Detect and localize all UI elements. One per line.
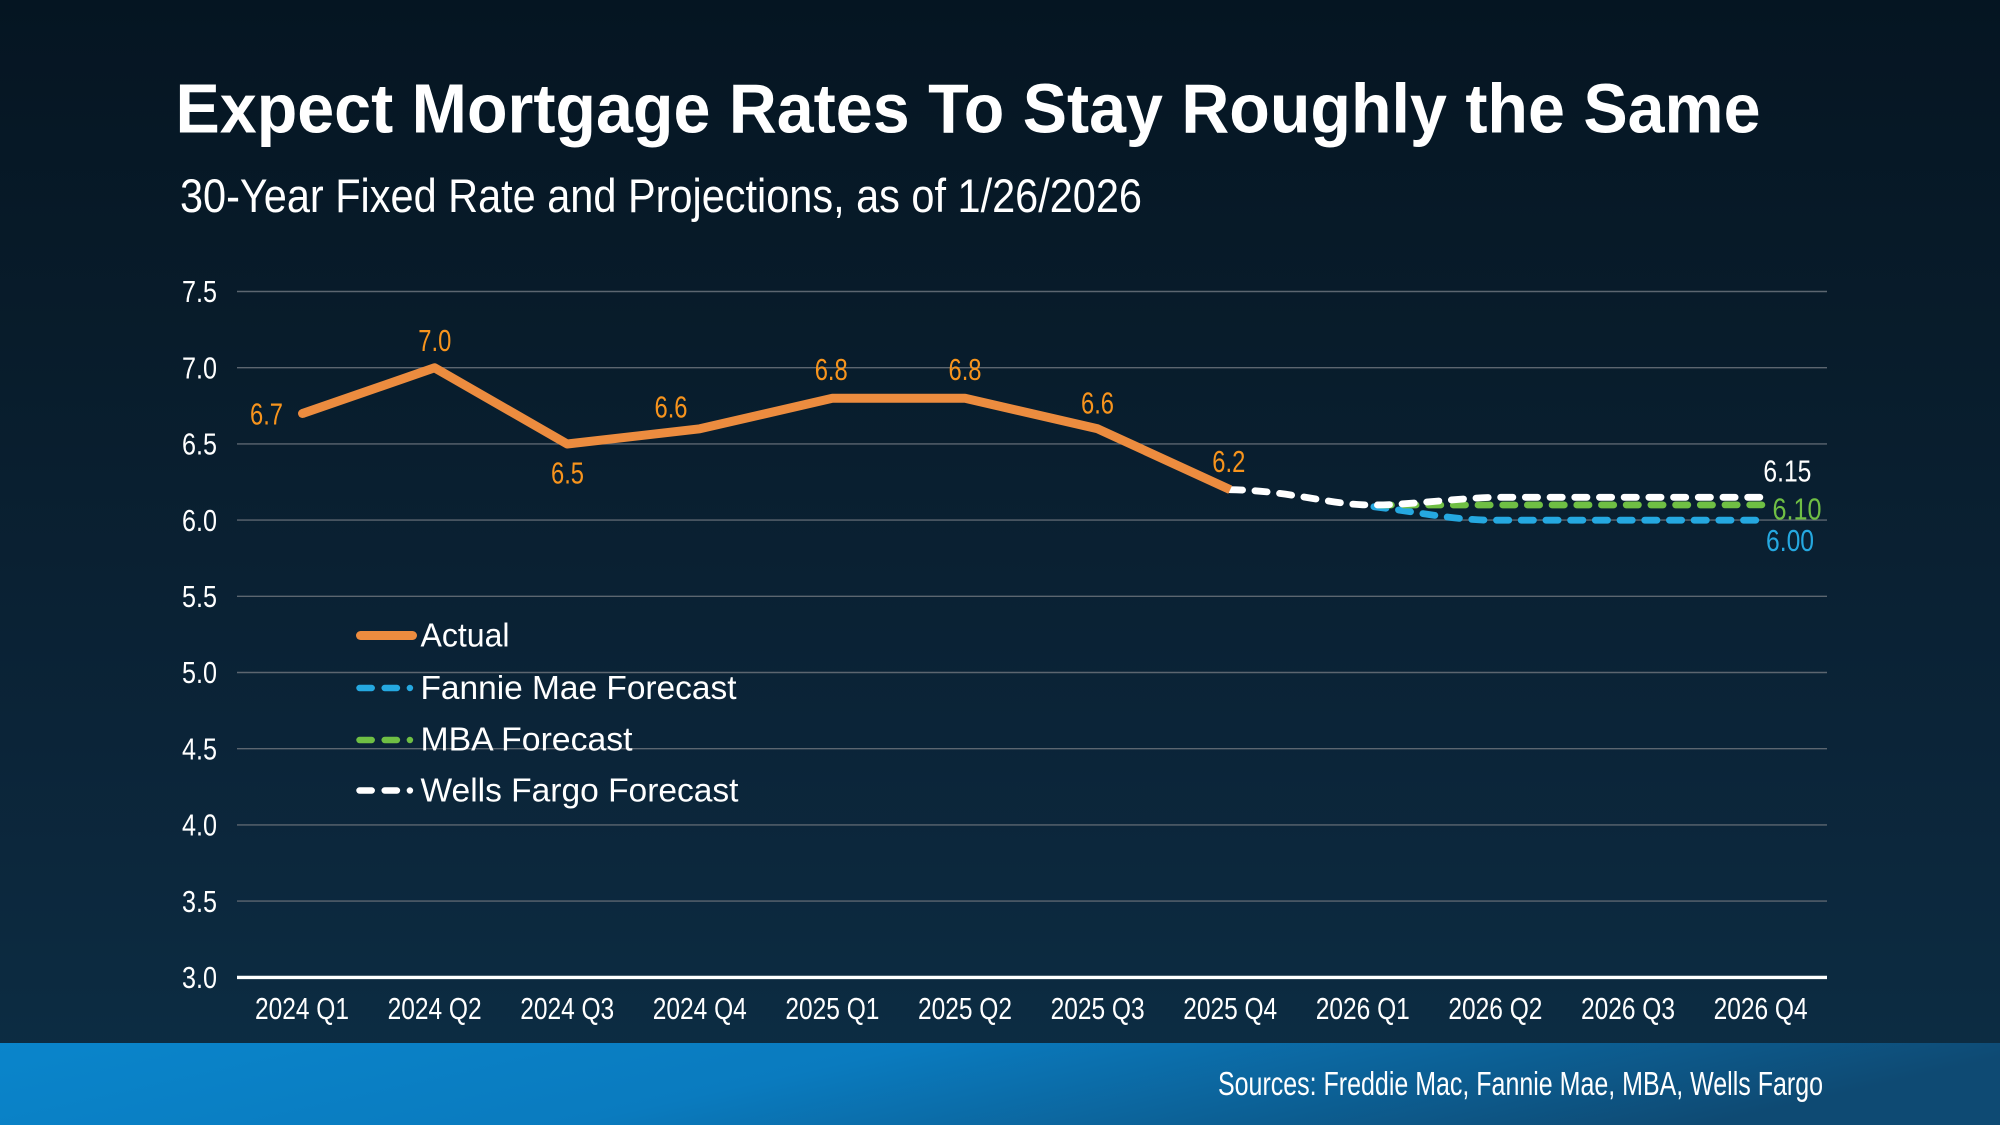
svg-text:4.5: 4.5 — [182, 731, 217, 766]
svg-text:6.7: 6.7 — [250, 397, 283, 432]
svg-text:2024 Q4: 2024 Q4 — [653, 991, 747, 1026]
svg-text:6.10: 6.10 — [1773, 491, 1822, 526]
svg-text:2024 Q3: 2024 Q3 — [520, 991, 614, 1026]
svg-text:2024 Q2: 2024 Q2 — [388, 991, 482, 1026]
svg-text:7.0: 7.0 — [182, 350, 217, 385]
svg-text:Expect Mortgage Rates To Stay: Expect Mortgage Rates To Stay Roughly th… — [176, 70, 1761, 148]
svg-text:Wells Fargo Forecast: Wells Fargo Forecast — [421, 772, 739, 809]
svg-text:6.5: 6.5 — [551, 456, 584, 491]
svg-text:MBA Forecast: MBA Forecast — [421, 721, 633, 758]
svg-text:6.8: 6.8 — [815, 352, 848, 387]
svg-text:6.5: 6.5 — [182, 427, 217, 462]
svg-text:6.8: 6.8 — [949, 352, 982, 387]
svg-text:6.2: 6.2 — [1212, 444, 1245, 479]
svg-text:6.0: 6.0 — [182, 503, 217, 538]
svg-text:2024 Q1: 2024 Q1 — [255, 991, 349, 1026]
svg-text:2025 Q3: 2025 Q3 — [1051, 991, 1145, 1026]
svg-text:7.5: 7.5 — [182, 274, 217, 309]
svg-text:30-Year Fixed Rate and Project: 30-Year Fixed Rate and Projections, as o… — [180, 169, 1142, 222]
svg-text:2026 Q2: 2026 Q2 — [1448, 991, 1542, 1026]
svg-text:2026 Q1: 2026 Q1 — [1316, 991, 1410, 1026]
svg-text:2025 Q1: 2025 Q1 — [785, 991, 879, 1026]
svg-text:3.5: 3.5 — [182, 884, 217, 919]
svg-text:5.5: 5.5 — [182, 579, 217, 614]
svg-text:3.0: 3.0 — [182, 960, 217, 995]
svg-text:Fannie Mae Forecast: Fannie Mae Forecast — [421, 669, 737, 706]
svg-text:4.0: 4.0 — [182, 808, 217, 843]
svg-text:6.00: 6.00 — [1766, 523, 1814, 558]
svg-text:2025 Q4: 2025 Q4 — [1183, 991, 1277, 1026]
svg-text:2026 Q3: 2026 Q3 — [1581, 991, 1675, 1026]
svg-text:2025 Q2: 2025 Q2 — [918, 991, 1012, 1026]
svg-text:Sources: Freddie Mac, Fannie M: Sources: Freddie Mac, Fannie Mae, MBA, W… — [1218, 1066, 1823, 1103]
svg-text:7.0: 7.0 — [418, 323, 451, 358]
svg-text:5.0: 5.0 — [182, 655, 217, 690]
svg-text:6.6: 6.6 — [655, 390, 688, 425]
svg-text:2026 Q4: 2026 Q4 — [1714, 991, 1808, 1026]
svg-text:6.6: 6.6 — [1081, 386, 1114, 421]
svg-text:6.15: 6.15 — [1763, 454, 1811, 489]
svg-text:Actual: Actual — [421, 617, 510, 654]
